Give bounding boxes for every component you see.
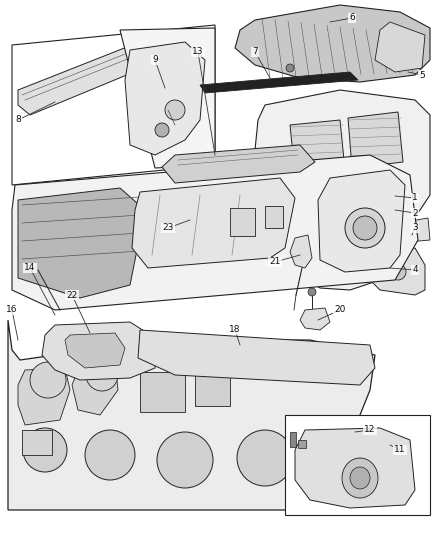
- Polygon shape: [235, 5, 430, 82]
- Text: 20: 20: [334, 305, 346, 314]
- Ellipse shape: [342, 458, 378, 498]
- Text: 14: 14: [25, 263, 35, 272]
- Ellipse shape: [286, 64, 294, 72]
- Text: 22: 22: [67, 290, 78, 300]
- Polygon shape: [200, 72, 358, 93]
- Polygon shape: [370, 248, 425, 295]
- Text: 13: 13: [192, 47, 204, 56]
- Ellipse shape: [165, 100, 185, 120]
- Polygon shape: [12, 25, 215, 185]
- Polygon shape: [405, 218, 430, 242]
- Bar: [298, 440, 306, 448]
- Polygon shape: [275, 168, 360, 196]
- Polygon shape: [42, 322, 155, 380]
- Text: 2: 2: [412, 208, 418, 217]
- Polygon shape: [318, 170, 405, 272]
- Text: 12: 12: [364, 425, 376, 434]
- Ellipse shape: [157, 432, 213, 488]
- Bar: [195, 368, 230, 406]
- Polygon shape: [8, 320, 375, 510]
- Polygon shape: [300, 308, 330, 330]
- Polygon shape: [132, 178, 295, 268]
- Polygon shape: [255, 90, 430, 290]
- Ellipse shape: [23, 428, 67, 472]
- Polygon shape: [290, 235, 312, 268]
- Text: 16: 16: [6, 305, 18, 314]
- Bar: [285, 415, 430, 515]
- Ellipse shape: [30, 362, 66, 398]
- Polygon shape: [375, 22, 425, 72]
- Ellipse shape: [86, 359, 118, 391]
- Polygon shape: [348, 112, 403, 168]
- Text: 18: 18: [229, 326, 241, 335]
- Polygon shape: [165, 32, 185, 52]
- Polygon shape: [120, 28, 215, 168]
- Polygon shape: [12, 155, 418, 310]
- Ellipse shape: [350, 467, 370, 489]
- Text: 5: 5: [419, 70, 425, 79]
- Polygon shape: [125, 42, 205, 155]
- Ellipse shape: [85, 430, 135, 480]
- Bar: [22, 430, 52, 455]
- Ellipse shape: [237, 430, 293, 486]
- Bar: [290, 432, 296, 447]
- Polygon shape: [138, 330, 375, 385]
- Text: 11: 11: [394, 446, 406, 455]
- Polygon shape: [65, 333, 125, 368]
- Ellipse shape: [390, 264, 406, 280]
- Text: 9: 9: [152, 55, 158, 64]
- Polygon shape: [162, 145, 315, 183]
- Text: 1: 1: [412, 193, 418, 203]
- Text: 6: 6: [349, 13, 355, 22]
- Text: 21: 21: [269, 257, 281, 266]
- Text: 3: 3: [412, 223, 418, 232]
- Text: 8: 8: [15, 116, 21, 125]
- Ellipse shape: [155, 123, 169, 137]
- Text: 23: 23: [162, 223, 174, 232]
- Bar: [230, 208, 255, 236]
- Bar: [140, 372, 185, 412]
- Ellipse shape: [353, 216, 377, 240]
- Text: 7: 7: [252, 47, 258, 56]
- Polygon shape: [72, 363, 118, 415]
- Bar: [265, 206, 283, 228]
- Polygon shape: [290, 120, 345, 175]
- Text: 4: 4: [412, 265, 418, 274]
- Ellipse shape: [308, 288, 316, 296]
- Polygon shape: [18, 188, 145, 298]
- Polygon shape: [295, 428, 415, 508]
- Polygon shape: [18, 30, 185, 115]
- Polygon shape: [18, 368, 70, 425]
- Ellipse shape: [345, 208, 385, 248]
